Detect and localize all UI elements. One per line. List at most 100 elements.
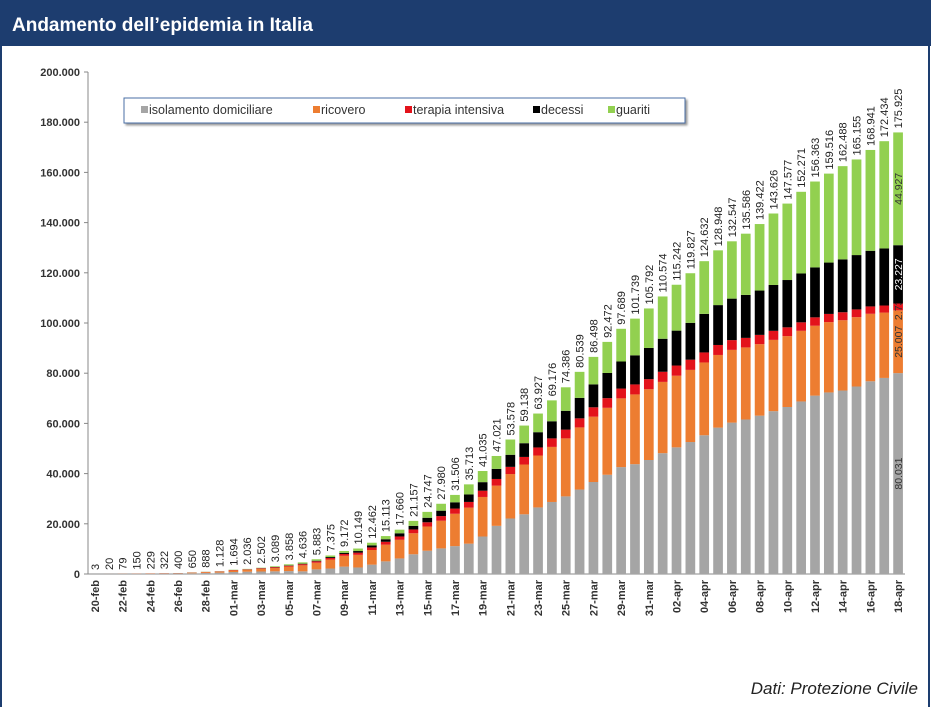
bar-segment <box>727 241 737 298</box>
bar-segment <box>575 427 585 489</box>
bar-segment <box>270 566 280 567</box>
bar-segment <box>741 347 751 419</box>
bar-segment <box>561 438 571 496</box>
bar-segment <box>713 305 723 345</box>
bar-segment <box>367 565 377 574</box>
bar-segment <box>782 204 792 280</box>
bar-segment <box>616 329 626 362</box>
bar-segment <box>838 166 848 259</box>
bar-segment <box>436 511 446 516</box>
bar-segment <box>450 546 460 574</box>
bar-segment <box>242 572 252 574</box>
source-note: Dati: Protezione Civile <box>751 679 918 698</box>
bar-segment <box>533 432 543 447</box>
bar-segment <box>492 456 502 469</box>
bar-segment <box>782 327 792 336</box>
total-label: 132.547 <box>727 198 739 238</box>
chart-title: Andamento dell’epidemia in Italia <box>12 15 313 36</box>
total-label: 115.242 <box>672 242 684 281</box>
total-label: 53.578 <box>505 402 517 436</box>
bar-segment <box>215 573 225 574</box>
bar-segment <box>838 312 848 320</box>
total-label: 86.498 <box>588 319 600 353</box>
bar-segment <box>506 440 516 455</box>
total-label: 5.883 <box>311 528 323 556</box>
x-tick-label: 26-feb <box>173 580 185 613</box>
total-label: 1.128 <box>215 540 227 568</box>
total-label: 10.149 <box>353 511 365 545</box>
bar-segment <box>395 530 405 534</box>
bar-segment <box>339 554 349 556</box>
bar-segment <box>395 540 405 559</box>
legend-label: ricovero <box>321 103 366 117</box>
bar-segment <box>298 571 308 574</box>
y-tick-label: 140.000 <box>40 218 80 230</box>
bar-segment <box>478 497 488 537</box>
y-tick-label: 40.000 <box>46 469 80 481</box>
bar-segment <box>353 555 363 568</box>
bar-segment <box>824 322 834 392</box>
bar-segment <box>755 416 765 574</box>
bar-segment <box>713 250 723 305</box>
bar-segment <box>727 423 737 574</box>
total-label: 150 <box>131 551 143 569</box>
bar-segment <box>492 526 502 574</box>
bar-segment <box>727 340 737 350</box>
bar-segment <box>658 339 668 372</box>
bar-segment <box>630 355 640 384</box>
bar-segment <box>409 521 419 526</box>
total-label: 4.636 <box>298 531 310 559</box>
bar-segment <box>519 426 529 444</box>
bar-segment <box>810 326 820 396</box>
total-label: 12.462 <box>367 505 379 539</box>
x-tick-label: 25-mar <box>561 579 573 616</box>
bar-segment <box>270 571 280 574</box>
bar-segment <box>589 407 599 416</box>
bar-segment <box>824 392 834 574</box>
bar-segment <box>215 572 225 573</box>
bar-segment <box>353 553 363 555</box>
bar-segment <box>381 545 391 562</box>
total-label: 80.539 <box>575 334 587 368</box>
x-tick-label: 24-feb <box>145 580 157 613</box>
bar-segment <box>229 570 239 572</box>
bar-segment <box>852 317 862 386</box>
bar-segment <box>602 475 612 574</box>
bar-segment <box>796 322 806 330</box>
bar-segment <box>575 490 585 574</box>
total-label: 888 <box>201 549 213 567</box>
bar-segment <box>436 548 446 574</box>
bar-segment <box>506 518 516 574</box>
bar-segment <box>409 526 419 530</box>
bar-segment <box>616 467 626 574</box>
bar-segment <box>810 396 820 574</box>
bar-segment <box>782 407 792 574</box>
bar-segment <box>506 467 516 474</box>
bar-segment <box>381 539 391 542</box>
total-label: 21.157 <box>408 483 420 517</box>
total-label: 97.689 <box>616 291 628 325</box>
bar-segment <box>409 529 419 533</box>
bar-segment <box>381 536 391 539</box>
bar-segment <box>879 248 889 305</box>
bar-segment <box>422 518 432 523</box>
x-tick-label: 05-mar <box>284 579 296 616</box>
total-label: 162.488 <box>838 122 850 162</box>
bar-segment <box>672 447 682 574</box>
bar-segment <box>492 479 502 486</box>
total-label: 175.925 <box>893 89 905 129</box>
bar-segment <box>616 389 626 399</box>
bar-segment <box>575 398 585 418</box>
bar-segment <box>686 323 696 360</box>
total-label: 35.713 <box>464 447 476 481</box>
y-tick-label: 80.000 <box>46 368 80 380</box>
bar-segment <box>187 573 197 574</box>
bar-segment <box>229 572 239 574</box>
bar-segment <box>325 555 335 557</box>
bar-segment <box>810 182 820 268</box>
total-label: 152.271 <box>796 148 808 188</box>
bar-segment <box>547 447 557 502</box>
total-label: 400 <box>173 551 185 569</box>
total-label: 2.036 <box>242 537 254 565</box>
bar-segment <box>672 376 682 448</box>
